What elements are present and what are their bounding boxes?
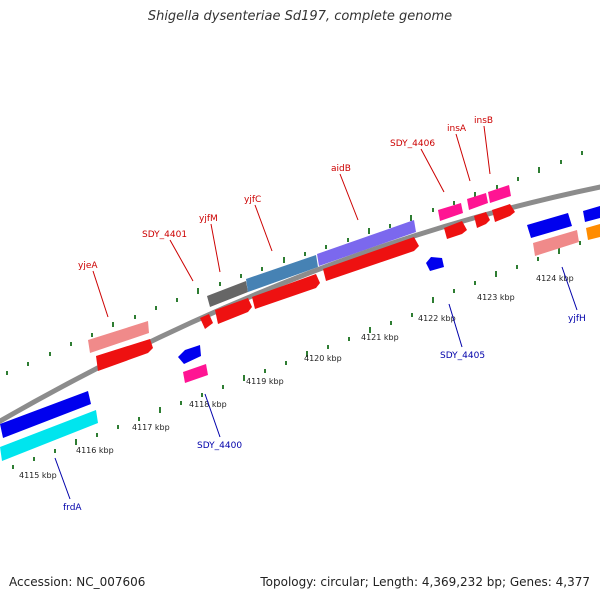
kbp-label: 4120 kbp (304, 354, 342, 363)
leader-line (169, 239, 194, 282)
gene-box (527, 213, 572, 238)
gene-box (488, 185, 511, 203)
leader-line (92, 270, 109, 318)
gene-box (467, 193, 488, 210)
gene-box (200, 314, 213, 329)
gene-box (426, 257, 444, 271)
gene-box (317, 220, 416, 266)
leader-line (54, 457, 71, 500)
leader-line (210, 223, 221, 273)
kbp-label: 4116 kbp (76, 446, 114, 455)
gene-labels-top: yjeA SDY_4401 yjfM yjfC aidB SDY_4406 in… (78, 116, 493, 271)
gene-box (215, 298, 252, 324)
gene-label: yjfC (244, 195, 261, 205)
leader-line (455, 133, 471, 182)
kbp-label: 4124 kbp (536, 274, 574, 283)
gene-box (444, 221, 467, 239)
gene-box (492, 204, 515, 222)
gene-box (323, 237, 419, 281)
leader-line (204, 393, 221, 438)
gene-box (586, 224, 600, 240)
leader-lines-top (92, 125, 491, 318)
accession-label: Accession: NC_007606 (9, 575, 146, 589)
kbp-labels: 4115 kbp 4116 kbp 4117 kbp 4118 kbp 4119… (19, 274, 574, 480)
kbp-label: 4118 kbp (189, 400, 227, 409)
gene-box (474, 212, 490, 228)
gene-box (207, 281, 248, 307)
gene-labels-bottom: frdA SDY_4400 SDY_4405 yjfH (63, 314, 586, 513)
gene-box (96, 339, 153, 371)
gene-track-forward (88, 185, 515, 371)
gene-label: yjeA (78, 261, 98, 271)
gene-track-reverse (0, 206, 600, 461)
gene-box (183, 364, 208, 383)
kbp-label: 4123 kbp (477, 293, 515, 302)
gene-label: SDY_4405 (440, 351, 485, 361)
gene-box (0, 410, 98, 461)
leader-line (561, 266, 578, 311)
gene-box (88, 321, 149, 353)
kbp-label: 4122 kbp (418, 314, 456, 323)
kbp-label: 4115 kbp (19, 471, 57, 480)
leader-lines-bottom (54, 266, 578, 500)
gene-label: frdA (63, 503, 82, 513)
leader-line (483, 125, 491, 175)
leader-line (254, 204, 273, 252)
leader-line (420, 148, 445, 193)
gene-label: insB (474, 116, 493, 126)
gene-label: SDY_4401 (142, 230, 187, 240)
gene-box (178, 345, 201, 364)
gene-box (533, 230, 579, 256)
gene-box (246, 255, 318, 292)
gene-label: SDY_4406 (390, 139, 435, 149)
gene-label: yjfH (568, 314, 586, 324)
gene-box (583, 206, 600, 222)
genome-summary: Topology: circular; Length: 4,369,232 bp… (260, 575, 590, 589)
gene-label: yjfM (199, 214, 218, 224)
genome-backbone (0, 184, 600, 425)
leader-line (339, 173, 359, 221)
kbp-label: 4117 kbp (132, 423, 170, 432)
gene-box (252, 274, 320, 309)
kbp-label: 4119 kbp (246, 377, 284, 386)
page-title: Shigella dysenteriae Sd197, complete gen… (147, 9, 453, 24)
gene-box (438, 203, 463, 221)
gene-box (0, 391, 91, 438)
leader-line (448, 303, 463, 348)
gene-label: aidB (331, 164, 351, 174)
tick-track-lower (12, 241, 581, 469)
gene-label: SDY_4400 (197, 441, 242, 451)
kbp-label: 4121 kbp (361, 333, 399, 342)
gene-label: insA (447, 124, 467, 134)
